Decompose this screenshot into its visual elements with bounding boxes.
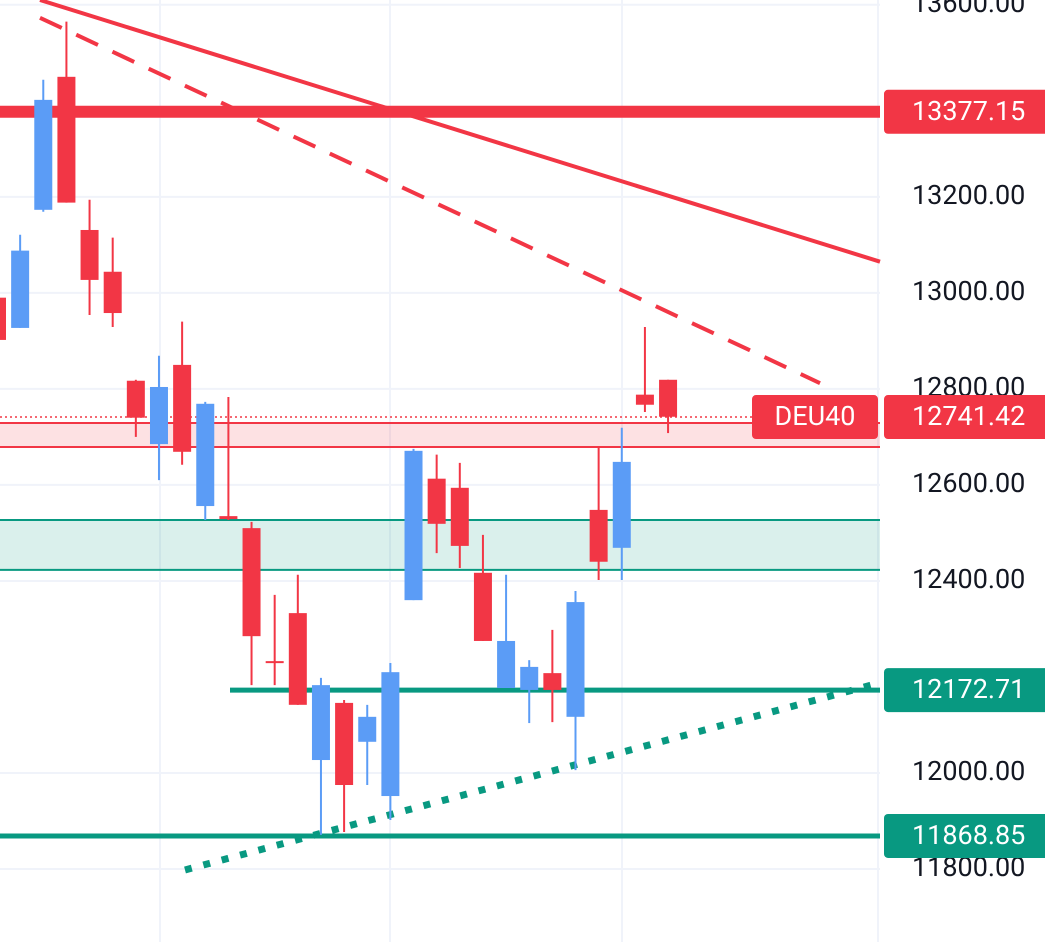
candle-body — [520, 666, 539, 690]
candle-body — [659, 379, 678, 417]
price-badge-label: 13377.15 — [912, 95, 1025, 127]
y-tick-label: 12600.00 — [912, 467, 1025, 499]
candle-body — [473, 572, 492, 641]
y-tick-label: 13600.00 — [912, 0, 1025, 19]
candle-body — [80, 229, 99, 280]
trendline — [39, 15, 821, 385]
candle-body — [381, 672, 400, 797]
price-badge-label: 12172.71 — [912, 673, 1025, 705]
candle-body — [427, 478, 446, 524]
zone — [0, 519, 880, 570]
price-badge — [884, 668, 1045, 713]
candle-body — [34, 99, 53, 210]
candle-body — [11, 250, 30, 328]
candle-body — [57, 76, 76, 203]
candle-body — [0, 297, 6, 340]
price-badge-label: 11868.85 — [912, 819, 1025, 851]
candle-body — [103, 271, 122, 314]
candle-body — [589, 509, 608, 562]
price-badge — [884, 813, 1045, 858]
trendline — [39, 0, 881, 264]
candle-body — [635, 394, 654, 405]
price-badge — [884, 395, 1045, 440]
candle-body — [404, 450, 423, 601]
symbol-badge — [752, 395, 878, 440]
y-tick-label: 13000.00 — [912, 275, 1025, 307]
candle-body — [242, 528, 261, 637]
candle-body — [196, 403, 215, 507]
y-tick-label: 13200.00 — [912, 179, 1025, 211]
candle-body — [543, 673, 562, 690]
price-badge — [884, 89, 1045, 134]
candle-body — [358, 716, 377, 742]
candle-body — [335, 702, 354, 785]
candle-body — [311, 685, 330, 761]
trendline — [184, 679, 881, 874]
y-tick-label: 12400.00 — [912, 563, 1025, 595]
candle-body — [149, 386, 168, 445]
zone — [0, 422, 880, 447]
candle-body — [288, 613, 307, 705]
symbol-label: DEU40 — [775, 400, 856, 432]
candle-body — [219, 516, 238, 520]
candle-body — [126, 380, 145, 418]
price-badge-label: 12741.42 — [912, 400, 1025, 432]
candle-body — [566, 602, 585, 717]
candle-body — [497, 640, 516, 689]
candle-body — [173, 364, 192, 452]
candle-body — [265, 661, 284, 664]
candle-body — [612, 461, 631, 548]
y-tick-label: 12000.00 — [912, 755, 1025, 787]
candle-body — [450, 487, 469, 546]
